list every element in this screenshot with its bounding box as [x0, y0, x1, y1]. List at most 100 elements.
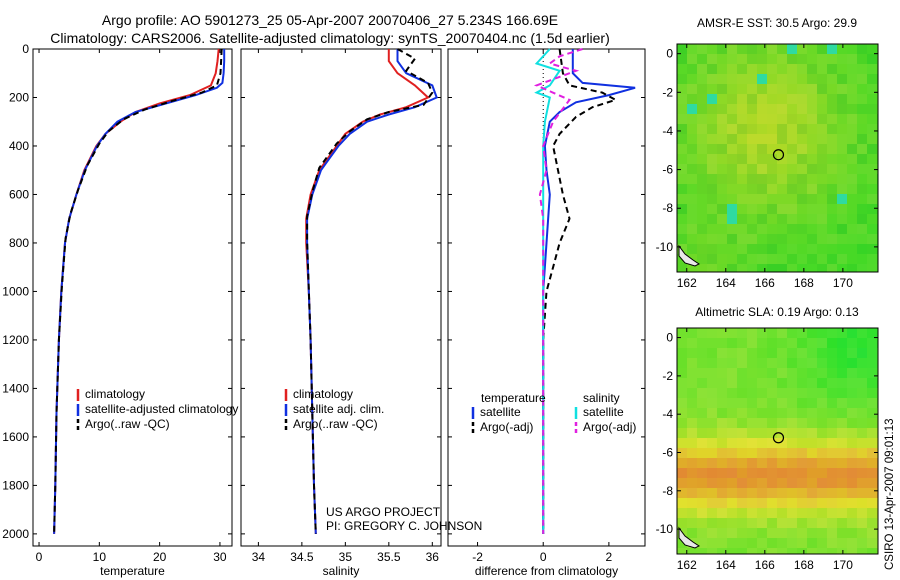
sla-map-cell — [747, 368, 758, 379]
sla-map-cell — [837, 488, 848, 499]
sla-map-cell — [757, 378, 768, 389]
sla-map-cell — [797, 518, 808, 529]
sst-map-cell — [747, 74, 758, 85]
sla-map-cell — [867, 538, 878, 549]
sst-map-cell — [757, 154, 768, 165]
sla-map-cell — [817, 328, 828, 339]
sla-map-cell — [837, 328, 848, 339]
sst-map-cell — [737, 164, 748, 175]
sst-map-cell — [737, 204, 748, 215]
sla-map-cell — [707, 548, 718, 555]
sst-map-cell — [867, 204, 878, 215]
sla-map-cell — [747, 358, 758, 369]
sst-map-cell — [857, 44, 868, 55]
sst-map-cell — [827, 124, 838, 135]
sla-map-cell — [807, 518, 818, 529]
sst-map-cell — [717, 224, 728, 235]
panel-2-xlabel: salinity — [323, 564, 360, 578]
sla-map-cell — [767, 358, 778, 369]
sla-map-cell — [817, 498, 828, 509]
sst-map-cell — [727, 44, 738, 55]
sla-map-cell — [687, 358, 698, 369]
sst-map-cell — [757, 64, 768, 75]
sla-map-cell — [837, 518, 848, 529]
sst-map-xtick-label: 168 — [794, 276, 814, 290]
sla-map-cell — [677, 348, 688, 359]
sla-map-cell — [857, 328, 868, 339]
sla-map-xtick-label: 162 — [677, 558, 697, 572]
sla-map-cell — [737, 468, 748, 479]
sst-map-cell — [827, 104, 838, 115]
sla-map-cell — [697, 468, 708, 479]
sst-map-cell — [807, 254, 818, 265]
sla-map-cell — [797, 548, 808, 555]
sst-map-coastline — [678, 244, 700, 267]
sst-map-cell — [807, 54, 818, 65]
sst-map-cell — [767, 124, 778, 135]
sst-map-cell — [717, 174, 728, 185]
sst-map-cell — [867, 124, 878, 135]
sla-map-cell — [677, 458, 688, 469]
sla-map-cell — [847, 498, 858, 509]
sla-map-cell — [827, 418, 838, 429]
sla-map-cell — [717, 458, 728, 469]
sla-map-cell — [687, 478, 698, 489]
sla-map-frame — [676, 327, 879, 555]
sst-map-cell — [767, 184, 778, 195]
sla-map-cell — [857, 358, 868, 369]
sla-map-cell — [687, 548, 698, 555]
sla-map-cell — [737, 408, 748, 419]
sla-map-cell — [707, 488, 718, 499]
sla-map-cell — [797, 348, 808, 359]
sla-map-cell — [787, 518, 798, 529]
sst-map-cell — [707, 154, 718, 165]
sst-map-cell — [807, 74, 818, 85]
sst-map-cell — [697, 144, 708, 155]
sst-map-cell — [797, 144, 808, 155]
sst-map-cell — [787, 104, 798, 115]
sst-map-cell — [697, 104, 708, 115]
sla-map-cell — [757, 518, 768, 529]
sla-map-cell — [767, 448, 778, 459]
sst-map-cell — [697, 174, 708, 185]
sla-map-cell — [687, 528, 698, 539]
sla-map-cell — [767, 378, 778, 389]
sla-map-cell — [797, 388, 808, 399]
sla-map-cell — [857, 428, 868, 439]
sst-map-cell — [707, 124, 718, 135]
sla-map-cell — [857, 418, 868, 429]
sst-map-cell — [787, 204, 798, 215]
sst-map-cell — [717, 64, 728, 75]
sst-map-cell — [747, 194, 758, 205]
sst-map-cell — [817, 64, 828, 75]
sst-map-cell — [767, 244, 778, 255]
sla-map-cell — [677, 538, 688, 549]
sst-map-cell — [857, 104, 868, 115]
sst-map-cell — [727, 264, 738, 273]
sst-map-cell — [857, 74, 868, 85]
panel-3-xtick-label: 0 — [540, 550, 547, 564]
sst-map-cell — [857, 254, 868, 265]
panel-1-ytick-label: 200 — [9, 90, 29, 104]
sla-map-cell — [777, 378, 788, 389]
sst-map-cell — [827, 224, 838, 235]
sst-map-cell — [847, 164, 858, 175]
sla-map-cell — [707, 368, 718, 379]
sst-map-cell — [847, 124, 858, 135]
sst-map-cell — [857, 224, 868, 235]
sst-map-cell — [867, 194, 878, 205]
sst-map-cell — [717, 194, 728, 205]
sst-map-cell — [727, 144, 738, 155]
sst-map-xtick-label: 170 — [833, 276, 853, 290]
sst-map-cell — [837, 44, 848, 55]
sst-map-cell — [737, 104, 748, 115]
sst-map-cell — [747, 174, 758, 185]
sla-map-cell — [847, 398, 858, 409]
sla-map-cell — [867, 508, 878, 519]
sla-map-cell — [817, 448, 828, 459]
sla-map-cell — [767, 408, 778, 419]
sla-map-cell — [747, 428, 758, 439]
sst-map-cell — [677, 74, 688, 85]
sla-map-cell — [837, 438, 848, 449]
sla-map-cell — [697, 338, 708, 349]
